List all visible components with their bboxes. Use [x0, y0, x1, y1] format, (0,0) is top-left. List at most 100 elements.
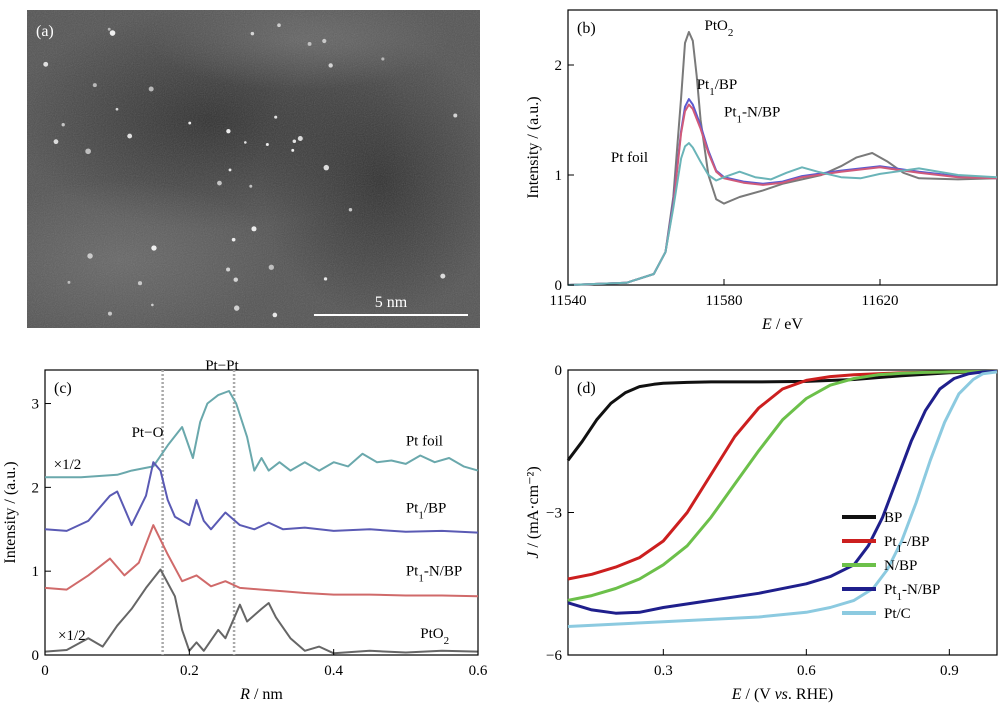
annotation: Pt foil	[611, 150, 648, 166]
x-tick-label: 0	[41, 663, 49, 679]
atom-dot	[228, 168, 232, 172]
atom-dot	[233, 277, 238, 282]
atom-dot	[268, 264, 274, 270]
atom-dot	[307, 41, 312, 46]
annotation-part: Pt foil	[611, 150, 648, 166]
atom-dot	[226, 267, 231, 272]
annotation-part: 2	[444, 635, 450, 647]
atom-dot	[85, 148, 91, 155]
annotation-part: /BP	[424, 501, 447, 517]
single-atom-dots	[43, 23, 458, 318]
legend-entry-part: -/BP	[902, 534, 930, 550]
legend-entry-part: BP	[884, 510, 902, 526]
x-axis-label-part: E	[731, 686, 742, 703]
x-tick-label: 0.6	[797, 663, 816, 679]
panel-a-label: (a)	[36, 23, 54, 40]
atom-dot	[137, 281, 143, 286]
annotation: Pt1/BP	[697, 77, 738, 98]
atom-dot	[148, 86, 154, 92]
atom-dot	[109, 30, 116, 36]
annotation: Pt−O	[132, 425, 164, 441]
annotation-part: Pt−O	[132, 425, 164, 441]
x-tick-label: 11540	[550, 293, 587, 309]
x-axis-label-part: / (V	[742, 686, 775, 703]
scale-bar-label: 5 nm	[375, 294, 408, 311]
annotation-part: 1	[709, 86, 715, 98]
atom-dot	[233, 305, 240, 311]
annotation-part: PtO	[420, 626, 444, 642]
atom-dot	[250, 31, 255, 36]
annotation: PtO2	[420, 626, 449, 647]
atom-dot	[291, 148, 295, 152]
annotation-part: Pt	[406, 563, 419, 579]
series-line-1	[44, 461, 479, 534]
annotation-part: /BP	[715, 77, 738, 93]
x-tick-label: 0.4	[324, 663, 343, 679]
x-axis-label: E / (V vs. RHE)	[731, 686, 833, 703]
atom-dot	[53, 139, 59, 145]
legend-entry-part: -N/BP	[902, 582, 940, 598]
x-axis-label-part: R	[239, 686, 250, 703]
series-line-3	[567, 369, 998, 615]
atom-dot	[231, 237, 236, 242]
y-tick-label: 2	[32, 480, 40, 496]
x-tick-label: 11620	[862, 293, 899, 309]
plot-frame	[567, 369, 998, 656]
annotation-part: Pt foil	[406, 433, 443, 449]
series-line-4	[567, 370, 998, 628]
series-line-0	[45, 390, 479, 479]
panel-b-chart: 11540 11580 11620 0 1 2 (b) E / eV Intensity / (…	[525, 9, 998, 333]
atom-dot	[244, 141, 247, 144]
panel-label: (b)	[577, 20, 596, 37]
atom-dot	[348, 208, 353, 212]
annotation: PtO2	[705, 18, 734, 39]
annotation-part: 2	[728, 27, 734, 39]
x-axis-label: R / nm	[239, 686, 283, 703]
y-tick-label: 1	[32, 564, 40, 580]
atom-dot	[251, 226, 257, 232]
series-line-3	[44, 568, 479, 655]
panel-c-chart: 0 0.2 0.4 0.6 0 1 2 3 (c) R / nm Intensity / (a.u.…	[2, 358, 488, 703]
x-tick-label: 0.9	[940, 663, 959, 679]
annotation: Pt−Pt	[205, 358, 239, 374]
legend-entry: BP	[884, 510, 902, 526]
annotation-part: -N/BP	[424, 563, 462, 579]
legend-entry: Pt/C	[884, 606, 911, 622]
annotation: Pt1-N/BP	[406, 563, 462, 584]
y-axis-label: Intensity / (a.u.)	[525, 96, 542, 198]
panel-label: (d)	[577, 380, 596, 397]
series-line-2	[44, 524, 479, 598]
y-axis-label-group: J / (mA·cm⁻²)	[525, 466, 542, 558]
atom-dot	[297, 136, 303, 142]
x-axis-label-part: E	[761, 316, 772, 333]
legend-entry-part: Pt/C	[884, 606, 911, 622]
legend-entry-part: N/BP	[884, 558, 917, 574]
atom-dot	[440, 273, 446, 279]
atom-dot	[87, 253, 93, 259]
x-axis-label-part: / nm	[250, 686, 283, 703]
annotation: Pt1/BP	[406, 501, 447, 522]
x-tick-label: 0.6	[469, 663, 488, 679]
atom-dot	[249, 184, 253, 188]
annotation-part: PtO	[705, 18, 729, 34]
x-axis-label-part: . RHE)	[788, 686, 833, 703]
atom-dot	[127, 133, 133, 139]
atom-dot	[188, 121, 192, 125]
annotation-part: -N/BP	[742, 105, 780, 121]
legend-entry-part: Pt	[884, 582, 897, 598]
atom-dot	[217, 180, 222, 186]
x-axis-label-part: vs	[775, 686, 788, 703]
atom-dot	[381, 57, 385, 61]
x-tick-label: 0.2	[180, 663, 199, 679]
atom-dot	[151, 245, 157, 251]
y-axis-label: J / (mA·cm⁻²)	[525, 466, 542, 558]
atom-dot	[322, 38, 327, 44]
y-tick-label: 0	[555, 278, 563, 294]
annotation-part: Pt	[697, 77, 710, 93]
legend-entry-part: 1	[897, 543, 903, 555]
atom-dot	[453, 113, 458, 118]
y-axis-label-group: Intensity / (a.u.)	[2, 461, 19, 563]
legend-entry: Pt1-/BP	[884, 534, 930, 555]
legend-entry-part: Pt	[884, 534, 897, 550]
annotation-part: 1	[737, 114, 743, 126]
